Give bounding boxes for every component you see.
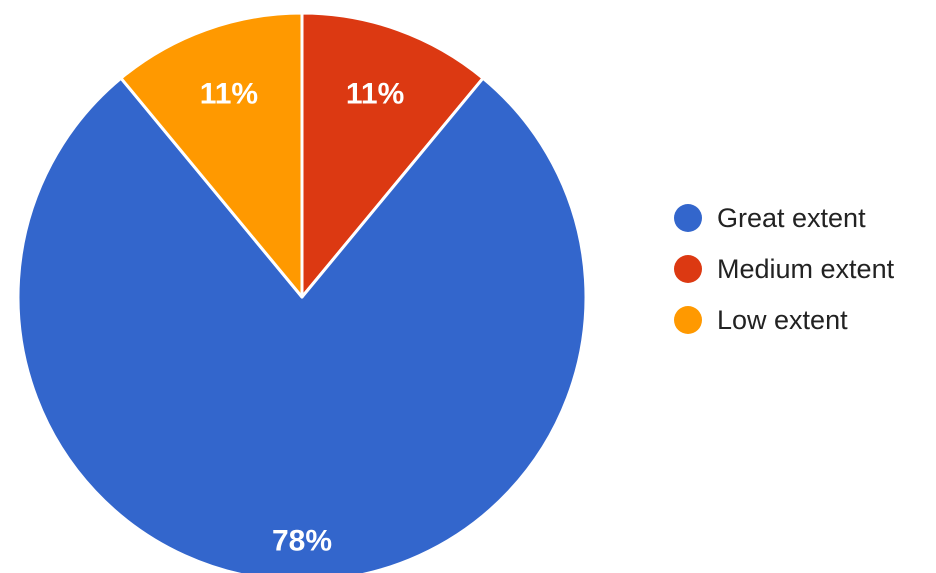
- pie-slice-medium-extent: [300, 11, 485, 299]
- pie-slice-labels: 11% 78% 11%: [200, 77, 405, 557]
- legend-swatch-low-extent: [674, 306, 702, 334]
- legend: Great extent Medium extent Low extent: [674, 203, 895, 335]
- pie-slice-low-extent: [119, 11, 304, 299]
- legend-item-low-extent: Low extent: [674, 305, 848, 335]
- legend-item-medium-extent: Medium extent: [674, 254, 895, 284]
- legend-item-great-extent: Great extent: [674, 203, 866, 233]
- slice-label-great-extent: 78%: [272, 525, 332, 558]
- slice-label-low-extent: 11%: [200, 77, 258, 110]
- pie-slice-great-extent: [16, 76, 588, 573]
- legend-swatch-great-extent: [674, 204, 702, 232]
- legend-label-medium-extent: Medium extent: [717, 254, 895, 284]
- legend-label-low-extent: Low extent: [717, 305, 848, 335]
- slice-label-medium-extent: 11%: [346, 77, 404, 110]
- legend-swatch-medium-extent: [674, 255, 702, 283]
- pie-slices: [16, 11, 588, 573]
- legend-label-great-extent: Great extent: [717, 203, 866, 233]
